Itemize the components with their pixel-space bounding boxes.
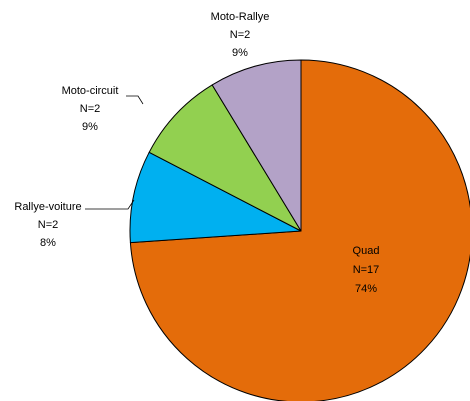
leader-lines bbox=[85, 95, 144, 210]
moto-rallye-category-label: Moto-Rallye bbox=[211, 11, 270, 23]
rallye-voiture-category-label: Rallye-voiture bbox=[14, 201, 81, 213]
pie-slice-quad bbox=[129, 59, 470, 401]
leader-line-moto-circuit bbox=[126, 95, 144, 105]
quad-n-label: N=17 bbox=[353, 264, 380, 276]
moto-circuit-n-label: N=2 bbox=[80, 103, 101, 115]
slice-label-quad: Quad N=17 74% bbox=[353, 245, 380, 295]
slice-label-moto-circuit: Moto-circuit N=2 9% bbox=[62, 85, 119, 133]
pie-slice-rallye-voiture bbox=[129, 151, 302, 244]
slice-label-rallye-voiture: Rallye-voiture N=2 8% bbox=[14, 201, 81, 249]
slice-label-moto-rallye: Moto-Rallye N=2 9% bbox=[211, 11, 270, 59]
rallye-voiture-percent-label: 8% bbox=[40, 237, 56, 249]
moto-circuit-percent-label: 9% bbox=[82, 121, 98, 133]
leader-line-rallye-voiture bbox=[85, 199, 135, 210]
rallye-voiture-n-label: N=2 bbox=[38, 219, 59, 231]
quad-category-label: Quad bbox=[353, 245, 380, 257]
pie-slices bbox=[129, 59, 470, 401]
pie-slice-moto-circuit bbox=[148, 84, 302, 232]
quad-percent-label: 74% bbox=[355, 283, 377, 295]
moto-rallye-percent-label: 9% bbox=[232, 47, 248, 59]
pie-slice-moto-rallye bbox=[211, 59, 302, 232]
moto-circuit-category-label: Moto-circuit bbox=[62, 85, 119, 97]
moto-rallye-n-label: N=2 bbox=[230, 29, 251, 41]
